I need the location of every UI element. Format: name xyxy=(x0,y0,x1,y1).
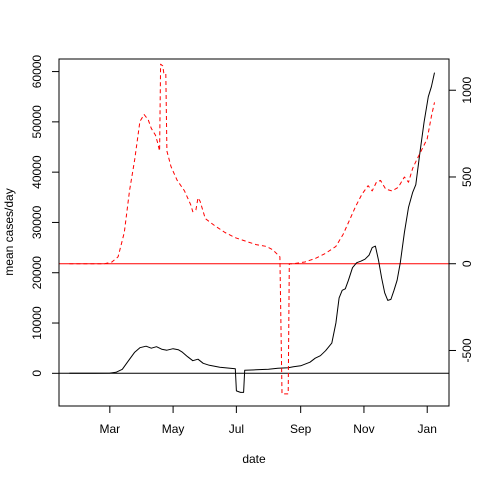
y2-tick-label: -500 xyxy=(460,338,474,362)
x-axis: Mar May Jul Sep Nov Jan xyxy=(99,405,437,436)
plot-area-border xyxy=(58,58,450,407)
x-tick-label: Jul xyxy=(229,422,244,436)
y-tick-label: 0 xyxy=(30,370,44,377)
x-tick-label: Sep xyxy=(290,422,312,436)
y-tick-label: 20000 xyxy=(30,256,44,290)
zero-reference-lines xyxy=(59,263,449,374)
left-axis-series-line xyxy=(69,72,435,393)
x-tick-label: Nov xyxy=(353,422,374,436)
x-axis-label: date xyxy=(242,452,266,466)
y-axis-left: 0 10000 20000 30000 40000 50000 60000 xyxy=(30,55,60,377)
y-tick-label: 50000 xyxy=(30,105,44,139)
x-tick-label: May xyxy=(162,422,185,436)
series-layer xyxy=(69,63,435,395)
y2-tick-label: 500 xyxy=(460,167,474,187)
y-axis-label: mean cases/day xyxy=(2,188,16,275)
x-tick-label: Jan xyxy=(418,422,437,436)
y2-tick-label: 1000 xyxy=(460,77,474,104)
y-tick-label: 30000 xyxy=(30,205,44,239)
y-axis-right: -500 0 500 1000 xyxy=(448,77,474,362)
y2-tick-label: 0 xyxy=(460,260,474,267)
y-tick-label: 60000 xyxy=(30,55,44,89)
x-tick-label: Mar xyxy=(99,422,120,436)
y-tick-label: 40000 xyxy=(30,155,44,189)
right-axis-series-line xyxy=(69,63,435,395)
y-tick-label: 10000 xyxy=(30,306,44,340)
